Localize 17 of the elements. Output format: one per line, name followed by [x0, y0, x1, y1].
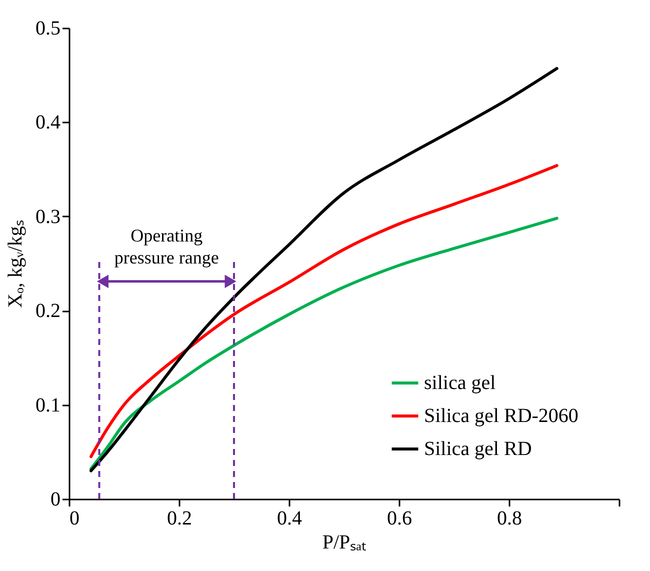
legend-label: silica gel — [424, 372, 496, 394]
y-tick-label: 0.2 — [36, 300, 60, 322]
x-axis-title: P/Pₛₐₜ — [322, 532, 367, 554]
y-tick-label: 0.4 — [36, 112, 60, 134]
x-tick-label: 0.6 — [387, 508, 412, 530]
annotation: Operating pressure range — [114, 225, 219, 268]
y-axis-title: Xₒ, kgᵥ/kgₛ — [4, 220, 26, 308]
x-tick-label: 0.2 — [167, 508, 192, 530]
x-tick-label: 0.4 — [277, 508, 302, 530]
x-tick-label: 0.8 — [497, 508, 522, 530]
legend-label: Silica gel RD — [424, 438, 532, 460]
y-tick-label: 0.5 — [36, 18, 60, 40]
y-tick-label: 0.1 — [36, 394, 60, 416]
x-tick-label: 0 — [70, 508, 80, 530]
y-tick-label: 0 — [50, 488, 60, 510]
y-tick-label: 0.3 — [36, 206, 60, 228]
legend-label: Silica gel RD-2060 — [424, 405, 578, 427]
